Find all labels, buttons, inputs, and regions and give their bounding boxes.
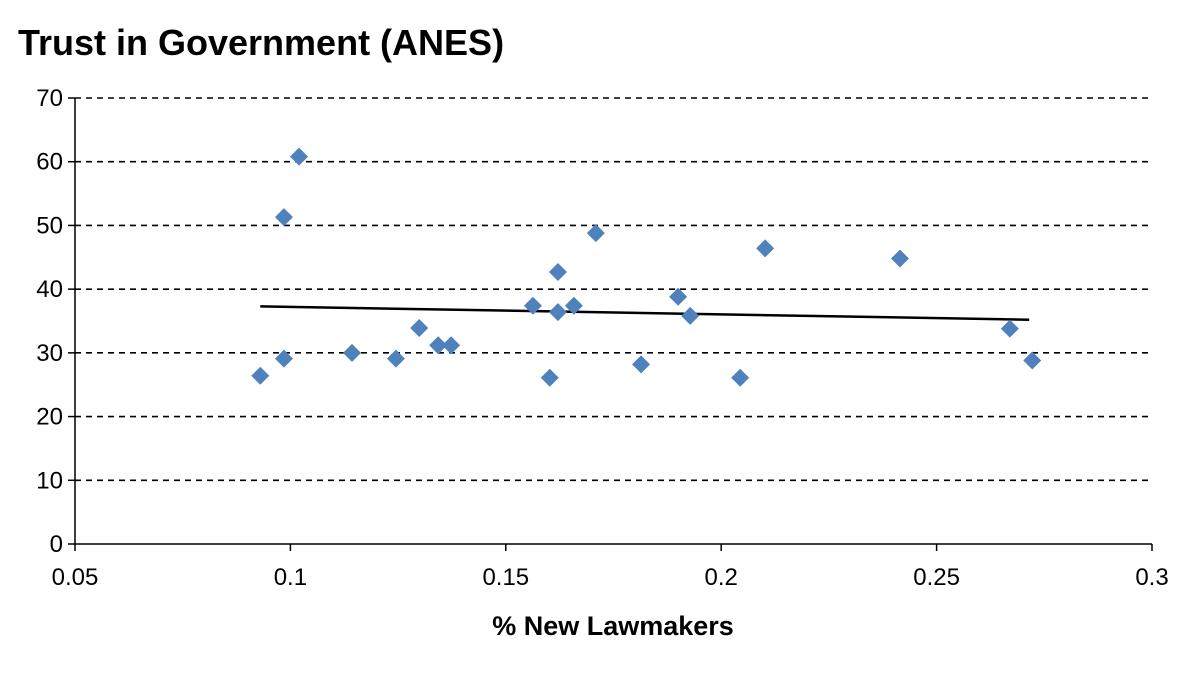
data-point bbox=[523, 296, 542, 315]
data-point bbox=[274, 349, 293, 368]
data-point bbox=[564, 296, 583, 315]
x-tick-label: 0.3 bbox=[1135, 564, 1168, 591]
x-tick-label: 0.05 bbox=[52, 564, 99, 591]
data-point bbox=[1000, 319, 1019, 338]
trendline bbox=[260, 305, 1030, 321]
x-axis-label: % New Lawmakers bbox=[492, 611, 734, 641]
axes bbox=[68, 97, 1153, 551]
y-tick-label: 70 bbox=[36, 85, 63, 112]
data-point bbox=[548, 262, 567, 281]
data-point bbox=[890, 249, 909, 268]
data-point bbox=[386, 349, 405, 368]
data-point bbox=[756, 239, 775, 258]
x-tick-labels: 0.05 0.1 0.15 0.2 0.25 0.3 bbox=[52, 564, 1169, 591]
data-point bbox=[669, 287, 688, 306]
data-point bbox=[274, 208, 293, 227]
data-point bbox=[251, 366, 270, 385]
y-tick-labels: 0 10 20 30 40 50 60 70 bbox=[36, 85, 63, 558]
gridlines bbox=[75, 97, 1152, 482]
data-point bbox=[410, 319, 429, 338]
data-point bbox=[290, 147, 309, 166]
x-tick-label: 0.1 bbox=[274, 564, 307, 591]
data-point bbox=[586, 224, 605, 243]
data-point bbox=[1023, 351, 1042, 370]
y-tick-label: 20 bbox=[36, 404, 63, 431]
x-tick-label: 0.15 bbox=[482, 564, 529, 591]
y-tick-label: 40 bbox=[36, 276, 63, 303]
data-point bbox=[343, 343, 362, 362]
trendline-group bbox=[260, 305, 1030, 321]
data-points bbox=[251, 147, 1042, 387]
y-tick-label: 10 bbox=[36, 467, 63, 494]
y-tick-label: 30 bbox=[36, 340, 63, 367]
y-tick-label: 0 bbox=[50, 531, 63, 558]
data-point bbox=[429, 336, 448, 355]
y-tick-label: 50 bbox=[36, 212, 63, 239]
data-point bbox=[442, 336, 461, 355]
data-point bbox=[731, 368, 750, 387]
chart-title: Trust in Government (ANES) bbox=[18, 22, 504, 63]
x-tick-label: 0.25 bbox=[913, 564, 960, 591]
data-point bbox=[548, 303, 567, 322]
data-point bbox=[540, 368, 559, 387]
y-tick-label: 60 bbox=[36, 149, 63, 176]
data-point bbox=[681, 306, 700, 325]
data-point bbox=[632, 355, 651, 374]
x-tick-label: 0.2 bbox=[705, 564, 738, 591]
